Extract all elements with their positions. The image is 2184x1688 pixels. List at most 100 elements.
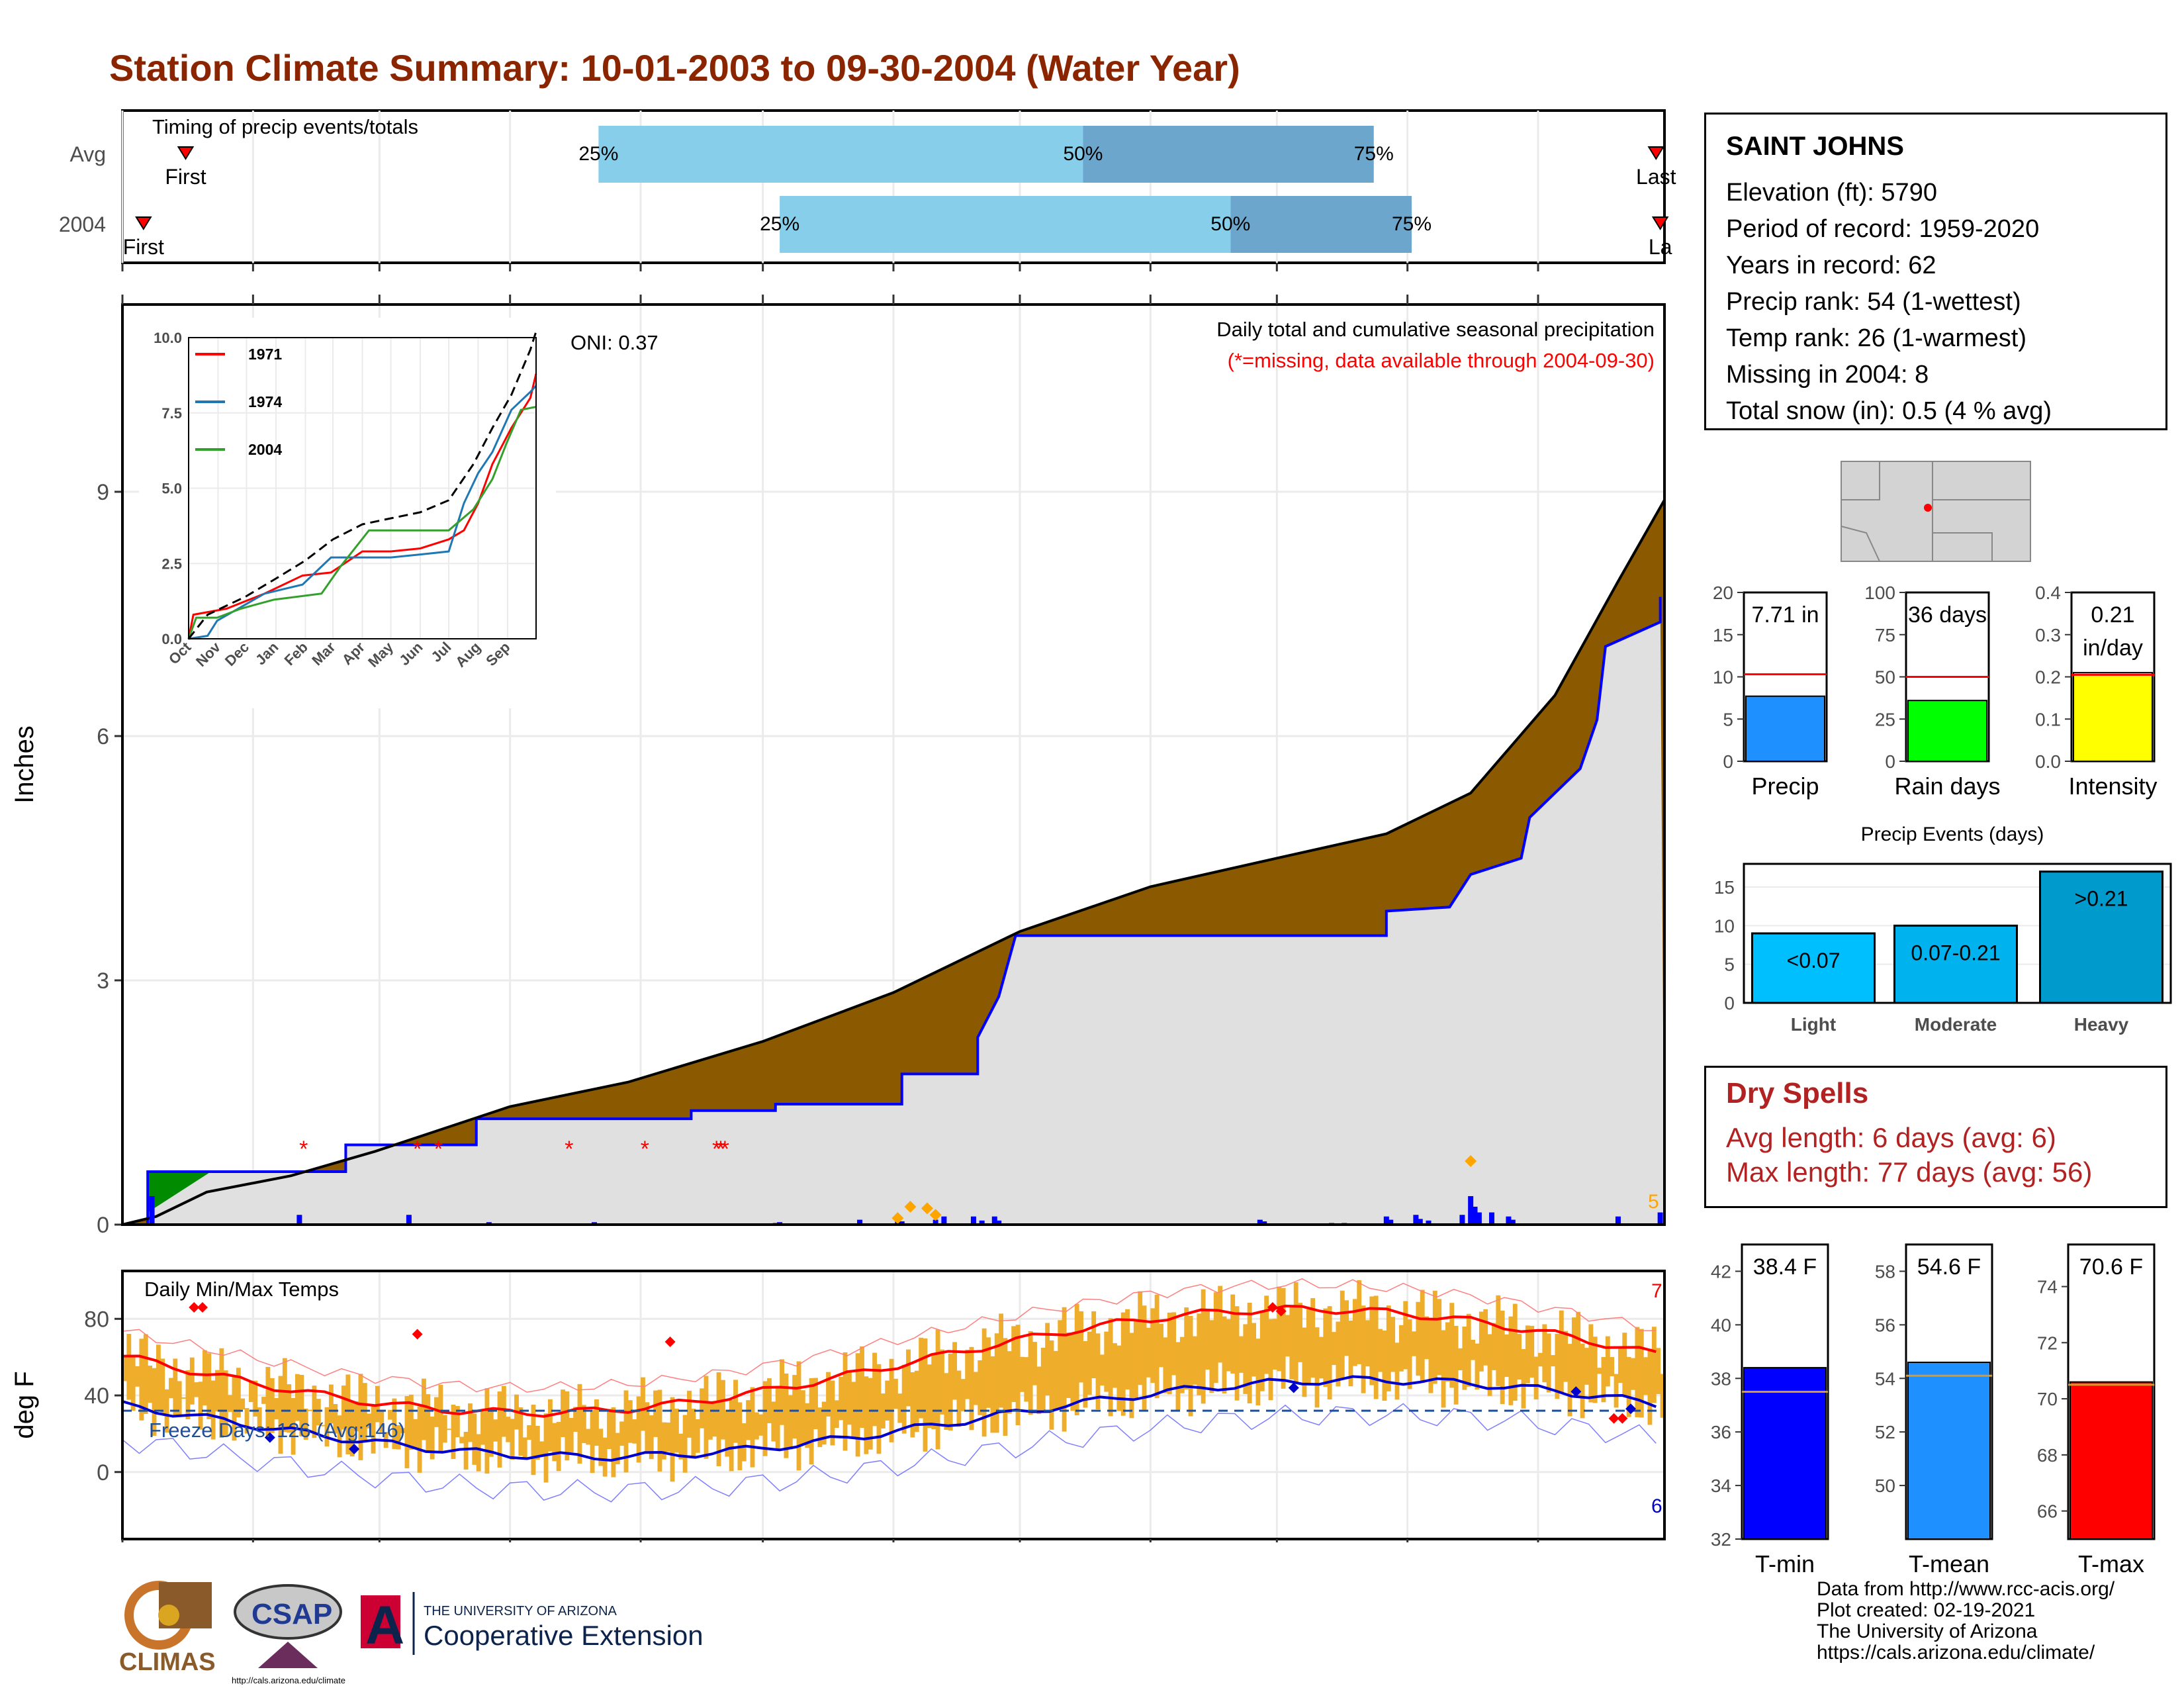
daily-temp-bar bbox=[855, 1353, 860, 1457]
daily-temp-bar bbox=[1289, 1305, 1295, 1380]
inset-ytick-label: 2.5 bbox=[161, 555, 182, 572]
daily-precip-bar bbox=[1468, 1196, 1474, 1225]
daily-temp-bar bbox=[1116, 1345, 1122, 1411]
intensity-gauge: 0.0 0.1 0.2 0.3 0.4 0.21 in/day Intensity bbox=[2035, 583, 2157, 800]
daily-temp-bar bbox=[1500, 1310, 1505, 1405]
daily-temp-bar bbox=[1133, 1320, 1138, 1400]
credits: Data from http://www.rcc-acis.org/ Plot … bbox=[1817, 1579, 2115, 1664]
daily-temp-bar bbox=[539, 1441, 545, 1455]
daily-temp-bar bbox=[164, 1389, 169, 1433]
daily-temp-bar bbox=[1512, 1303, 1518, 1401]
daily-temp-bar bbox=[1268, 1319, 1273, 1401]
record-low-marker bbox=[264, 1432, 275, 1443]
daily-temp-bar bbox=[914, 1370, 919, 1432]
daily-temp-bar bbox=[695, 1419, 700, 1453]
dry-spells-title: Dry Spells bbox=[1726, 1077, 1869, 1109]
precip-events-bar-label: <0.07 bbox=[1787, 949, 1841, 972]
daily-temp-bar bbox=[447, 1429, 452, 1430]
precip-events-category: Light bbox=[1791, 1014, 1836, 1035]
rain-days-gauge-value-label: 36 days bbox=[1908, 602, 1987, 628]
avg-max-line bbox=[122, 1304, 1657, 1418]
daily-temp-bar bbox=[1255, 1338, 1261, 1406]
daily-temp-bar bbox=[1601, 1357, 1606, 1403]
daily-precip-bar bbox=[899, 1221, 905, 1225]
daily-precip-bar bbox=[1261, 1221, 1267, 1225]
daily-temp-bar bbox=[547, 1399, 553, 1452]
precip-gauge-ytick-label: 15 bbox=[1713, 625, 1733, 645]
daily-temp-bar bbox=[619, 1421, 625, 1446]
daily-precip-bar bbox=[857, 1219, 863, 1225]
intensity-gauge-ytick-label: 0.4 bbox=[2035, 583, 2061, 603]
daily-temp-bar bbox=[775, 1388, 780, 1450]
ua-coop-ext: Cooperative Extension bbox=[424, 1620, 704, 1651]
daily-temp-bar bbox=[1407, 1319, 1412, 1389]
inset-legend-label: 1974 bbox=[248, 393, 282, 410]
tmax-gauge-ytick-label: 70 bbox=[2037, 1389, 2058, 1409]
daily-temp-bar bbox=[1099, 1354, 1105, 1386]
daily-temp-bar bbox=[994, 1333, 999, 1433]
daily-temp-bar bbox=[1496, 1295, 1501, 1386]
daily-temp-bar bbox=[1323, 1308, 1328, 1387]
daily-temp-bar bbox=[1563, 1331, 1569, 1382]
daily-temp-bar bbox=[535, 1426, 540, 1460]
daily-temp-bar bbox=[1259, 1310, 1265, 1391]
daily-temp-bar bbox=[367, 1413, 372, 1429]
daily-temp-bar bbox=[438, 1384, 443, 1453]
extreme-count: 5 bbox=[1648, 1191, 1659, 1213]
daily-temp-bar bbox=[156, 1344, 161, 1411]
daily-temp-bar bbox=[1610, 1357, 1615, 1376]
record-high-marker bbox=[1267, 1301, 1278, 1313]
precip-gauge-label: Precip bbox=[1751, 773, 1819, 800]
daily-temp-bar bbox=[333, 1404, 338, 1434]
timing-row-label: Avg bbox=[69, 142, 106, 166]
last-label: La bbox=[1649, 235, 1672, 259]
daily-temp-bar bbox=[1239, 1336, 1244, 1373]
extreme-precip-marker bbox=[929, 1209, 942, 1221]
daily-temp-bar bbox=[1192, 1336, 1197, 1385]
daily-temp-bar bbox=[379, 1409, 385, 1432]
record-high-marker bbox=[189, 1301, 200, 1313]
daily-temp-bar bbox=[741, 1423, 747, 1462]
record-max-line bbox=[122, 1278, 1657, 1393]
tmax-gauge-ytick-label: 72 bbox=[2037, 1333, 2058, 1353]
daily-temp-bar bbox=[248, 1380, 253, 1403]
daily-temp-bar bbox=[1251, 1323, 1256, 1377]
daily-temp-bar bbox=[358, 1374, 363, 1460]
svg-text:A: A bbox=[365, 1595, 404, 1656]
intensity-gauge-label: Intensity bbox=[2068, 773, 2157, 800]
daily-temp-bar bbox=[1559, 1310, 1564, 1393]
daily-temp-bar bbox=[1651, 1327, 1657, 1403]
daily-temp-bar bbox=[1571, 1317, 1576, 1393]
daily-precip-bar bbox=[1257, 1219, 1263, 1225]
extreme-precip-marker bbox=[1465, 1155, 1477, 1168]
daily-temp-bar bbox=[1483, 1309, 1488, 1366]
daily-temp-bar bbox=[135, 1366, 140, 1387]
rain-days-gauge-bar bbox=[1907, 700, 1987, 762]
daily-temp-bar bbox=[893, 1378, 898, 1409]
intensity-gauge-ytick-label: 0.3 bbox=[2035, 625, 2061, 645]
daily-temp-bar bbox=[1344, 1300, 1349, 1356]
tmax-gauge-ytick-label: 74 bbox=[2037, 1277, 2058, 1297]
timing-title: Timing of precip events/totals bbox=[152, 115, 418, 138]
daily-temp-bar bbox=[472, 1413, 477, 1465]
daily-precip-bar bbox=[1472, 1206, 1478, 1225]
daily-temp-bar bbox=[261, 1397, 266, 1404]
daily-temp-bar bbox=[1226, 1319, 1231, 1372]
precip-events-bar bbox=[1893, 924, 2018, 1004]
precip-gauge-value-label: 7.71 in bbox=[1751, 602, 1819, 628]
daily-temp-bar bbox=[981, 1328, 987, 1437]
tmax-gauge-bar bbox=[2070, 1381, 2153, 1540]
daily-temp-bar bbox=[704, 1376, 709, 1459]
daily-temp-bar bbox=[1622, 1333, 1627, 1395]
daily-temp-bar bbox=[906, 1349, 911, 1407]
station-elevation: Elevation (ft): 5790 bbox=[1726, 179, 1937, 207]
daily-temp-bar bbox=[1142, 1305, 1147, 1410]
daily-temp-bar bbox=[1306, 1309, 1311, 1384]
daily-temp-bar bbox=[990, 1356, 995, 1433]
daily-temp-bar bbox=[1412, 1331, 1416, 1356]
daily-temp-bar bbox=[594, 1399, 599, 1446]
tmin-gauge-value-label: 38.4 F bbox=[1753, 1254, 1817, 1280]
daily-temp-bar bbox=[484, 1388, 490, 1474]
precip-gauge-ytick-label: 5 bbox=[1723, 709, 1733, 729]
daily-temp-bar bbox=[927, 1364, 932, 1429]
